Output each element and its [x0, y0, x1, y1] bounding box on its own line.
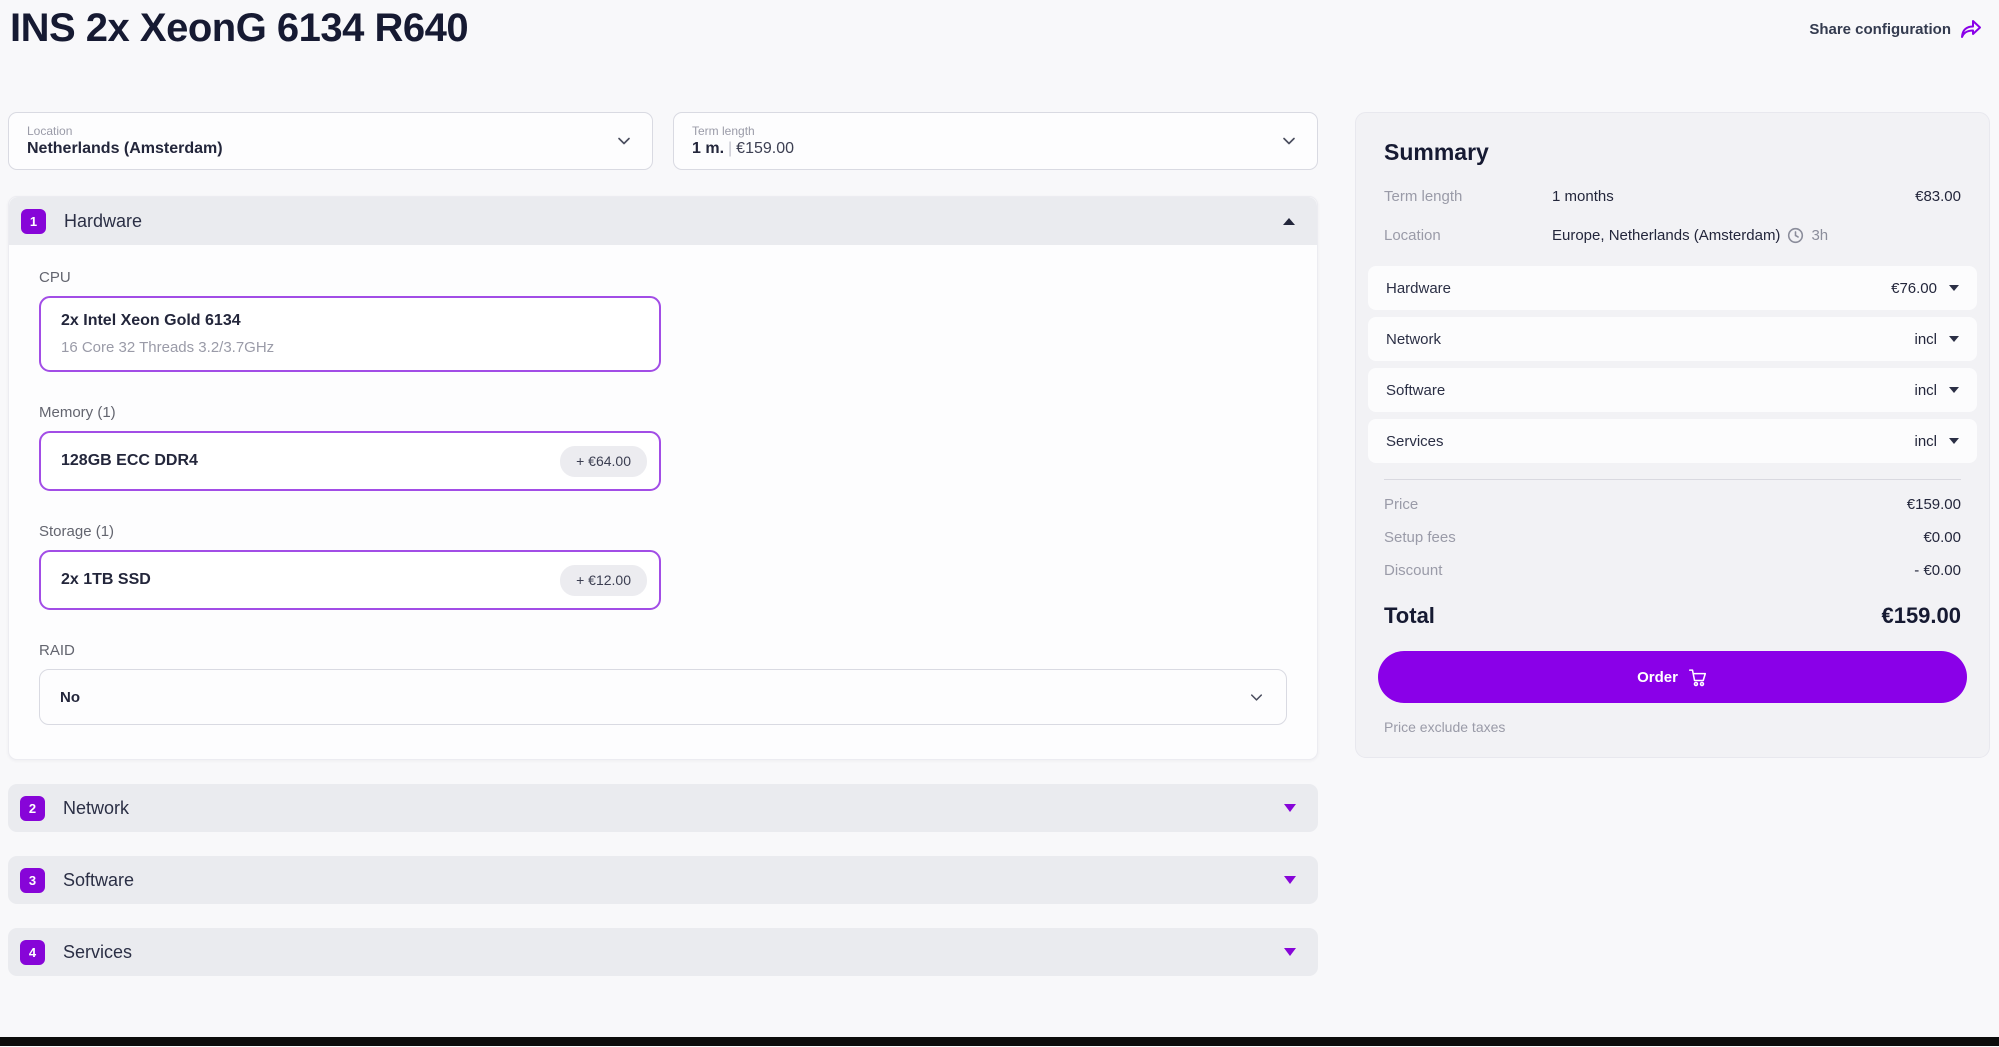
term-length-price: €83.00	[1915, 188, 1961, 205]
order-button-label: Order	[1637, 668, 1678, 686]
section-hardware-header[interactable]: 1 Hardware	[9, 197, 1317, 245]
cpu-option-card[interactable]: 2x Intel Xeon Gold 6134 16 Core 32 Threa…	[39, 296, 661, 372]
section-network: 2 Network	[8, 784, 1318, 832]
summary-divider	[1384, 479, 1961, 480]
setup-fees-value: €0.00	[1923, 529, 1961, 546]
tax-note: Price exclude taxes	[1384, 719, 1506, 735]
clock-icon	[1788, 227, 1804, 244]
section-title: Software	[63, 869, 135, 890]
chevron-down-icon	[1283, 137, 1295, 145]
location-select[interactable]: Location Netherlands (Amsterdam)	[8, 112, 653, 170]
memory-price-chip: + €64.00	[560, 445, 647, 477]
section-number-badge: 3	[20, 867, 45, 893]
hardware-price: €76.00	[1891, 279, 1937, 297]
location-select-value: Netherlands (Amsterdam)	[27, 140, 223, 157]
raid-label: RAID	[39, 642, 75, 659]
memory-name: 128GB ECC DDR4	[61, 452, 198, 469]
section-services: 4 Services	[8, 928, 1318, 976]
summary-row-software[interactable]: Software incl	[1368, 368, 1977, 412]
memory-label: Memory (1)	[39, 404, 116, 421]
summary-row-network[interactable]: Network incl	[1368, 317, 1977, 361]
expand-arrow-icon[interactable]	[1284, 876, 1296, 884]
total-row: Total €159.00	[1384, 603, 1961, 629]
raid-select-value: No	[60, 688, 80, 706]
location-label: Location	[1384, 227, 1441, 244]
expand-arrow-icon[interactable]	[1949, 438, 1959, 444]
configurator-column: Location Netherlands (Amsterdam) Term le…	[8, 112, 1318, 1000]
share-configuration-label: Share configuration	[1809, 20, 1951, 38]
expand-arrow-icon[interactable]	[1949, 387, 1959, 393]
total-value: €159.00	[1881, 603, 1961, 628]
software-price: incl	[1914, 381, 1937, 399]
expand-arrow-icon[interactable]	[1284, 804, 1296, 812]
page-title: INS 2x XeonG 6134 R640	[10, 6, 469, 50]
term-length-label: Term length	[1384, 188, 1463, 205]
cpu-label: CPU	[39, 269, 71, 286]
section-hardware: 1 Hardware CPU 2x Intel Xeon Gold 6134 1…	[8, 196, 1318, 760]
summary-term-row: Term length 1 months €83.00	[1384, 188, 1961, 205]
price-value: €159.00	[1906, 496, 1961, 513]
section-software: 3 Software	[8, 856, 1318, 904]
total-label: Total	[1384, 603, 1435, 628]
main-content: Location Netherlands (Amsterdam) Term le…	[0, 112, 1999, 1000]
section-title: Network	[63, 797, 130, 818]
term-price: €159.00	[736, 140, 795, 157]
term-length-select[interactable]: Term length 1 m. | €159.00	[673, 112, 1318, 170]
order-button[interactable]: Order	[1378, 651, 1967, 703]
expand-arrow-icon[interactable]	[1284, 948, 1296, 956]
section-number-badge: 4	[20, 939, 45, 965]
collapse-arrow-icon[interactable]	[1283, 217, 1295, 225]
summary-row-hardware[interactable]: Hardware €76.00	[1368, 266, 1977, 310]
hardware-body: CPU 2x Intel Xeon Gold 6134 16 Core 32 T…	[9, 245, 1317, 759]
section-software-header[interactable]: 3 Software	[8, 856, 1318, 904]
section-number-badge: 1	[21, 208, 46, 234]
share-icon	[1961, 20, 1981, 38]
discount-value: - €0.00	[1914, 562, 1961, 579]
summary-panel: Summary Term length 1 months €83.00 Loca…	[1355, 112, 1990, 758]
expand-arrow-icon[interactable]	[1949, 285, 1959, 291]
chevron-down-icon	[618, 137, 630, 145]
cpu-specs: 16 Core 32 Threads 3.2/3.7GHz	[61, 339, 275, 356]
bottom-bar	[0, 1037, 1999, 1046]
expand-arrow-icon[interactable]	[1949, 336, 1959, 342]
section-network-header[interactable]: 2 Network	[8, 784, 1318, 832]
network-price: incl	[1914, 330, 1937, 348]
storage-label: Storage (1)	[39, 523, 115, 540]
term-length-select-value: 1 m. | €159.00	[692, 140, 795, 157]
cpu-name: 2x Intel Xeon Gold 6134	[61, 312, 241, 329]
cart-icon	[1688, 668, 1706, 686]
services-price: incl	[1914, 432, 1937, 450]
section-title: Hardware	[64, 210, 143, 231]
separator: |	[728, 140, 733, 157]
summary-column: Summary Term length 1 months €83.00 Loca…	[1355, 112, 1990, 758]
chevron-down-icon	[1250, 693, 1263, 701]
discount-row: Discount - €0.00	[1384, 562, 1961, 579]
delivery-time: 3h	[1811, 227, 1829, 244]
filters-row: Location Netherlands (Amsterdam) Term le…	[8, 112, 1318, 170]
topbar: INS 2x XeonG 6134 R640 Share configurati…	[0, 0, 1999, 56]
term-length-select-label: Term length	[692, 124, 755, 138]
memory-option-card[interactable]: 128GB ECC DDR4 + €64.00	[39, 431, 661, 491]
storage-price-chip: + €12.00	[560, 564, 647, 596]
summary-group-rows: Hardware €76.00 Network incl Software	[1368, 266, 1977, 463]
term-length-value: 1 months	[1552, 188, 1614, 205]
storage-name: 2x 1TB SSD	[61, 571, 151, 588]
storage-option-card[interactable]: 2x 1TB SSD + €12.00	[39, 550, 661, 610]
location-value: Europe, Netherlands (Amsterdam) 3h	[1552, 227, 1829, 244]
section-number-badge: 2	[20, 795, 45, 821]
setup-fees-row: Setup fees €0.00	[1384, 529, 1961, 546]
summary-row-services[interactable]: Services incl	[1368, 419, 1977, 463]
summary-title: Summary	[1384, 139, 1489, 165]
section-title: Services	[63, 941, 133, 962]
price-row: Price €159.00	[1384, 496, 1961, 513]
summary-location-row: Location Europe, Netherlands (Amsterdam)…	[1384, 227, 1961, 244]
location-select-label: Location	[27, 124, 73, 138]
section-services-header[interactable]: 4 Services	[8, 928, 1318, 976]
share-configuration-button[interactable]: Share configuration	[1809, 18, 1983, 40]
raid-select[interactable]: No	[39, 669, 1287, 725]
